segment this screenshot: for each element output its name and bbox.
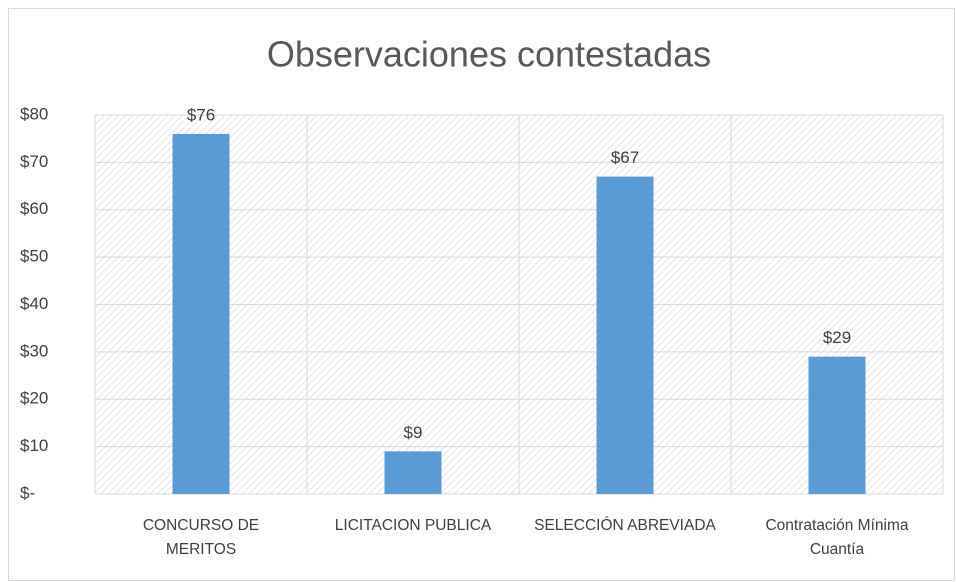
y-tick-label: $40 [20,294,48,313]
y-tick-label: $70 [20,152,48,171]
y-tick-label: $20 [20,389,48,408]
x-tick-label: SELECCIÓN ABREVIADA [534,517,716,534]
data-label: $9 [404,423,423,442]
bar [808,356,866,494]
y-tick-label: $- [20,483,35,502]
y-tick-label: $10 [20,436,48,455]
y-tick-label: $30 [20,341,48,360]
x-tick-label: Contratación Mínima Cuantía [765,517,909,558]
y-tick-label: $60 [20,199,48,218]
data-label: $67 [611,148,639,167]
bar [172,133,230,494]
bar [384,451,442,494]
data-label: $76 [187,105,215,124]
chart-title: Observaciones contestadas [267,34,711,75]
x-tick-label: LICITACION PUBLICA [334,517,492,534]
x-tick-label: CONCURSO DE MERITOS [142,517,260,558]
data-label: $29 [823,328,851,347]
y-tick-label: $50 [20,247,48,266]
y-tick-label: $80 [20,104,48,123]
bar [596,176,654,494]
